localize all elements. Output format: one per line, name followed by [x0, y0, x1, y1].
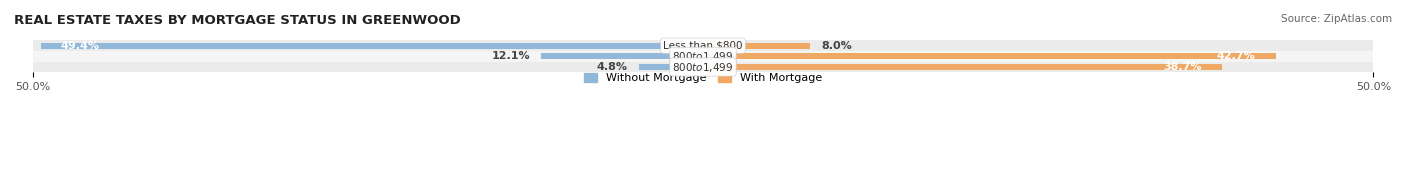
Bar	[703, 43, 810, 49]
Text: 49.4%: 49.4%	[60, 41, 100, 51]
Bar	[541, 53, 703, 59]
Text: 8.0%: 8.0%	[821, 41, 852, 51]
Text: 42.7%: 42.7%	[1216, 51, 1256, 61]
Bar	[32, 40, 1374, 51]
Bar	[703, 53, 1275, 59]
Text: Less than $800: Less than $800	[664, 41, 742, 51]
Bar	[41, 43, 703, 49]
Legend: Without Mortgage, With Mortgage: Without Mortgage, With Mortgage	[579, 69, 827, 88]
Text: 38.7%: 38.7%	[1163, 62, 1202, 72]
Bar	[638, 64, 703, 70]
Text: $800 to $1,499: $800 to $1,499	[672, 50, 734, 63]
Text: $800 to $1,499: $800 to $1,499	[672, 60, 734, 74]
Text: 4.8%: 4.8%	[598, 62, 628, 72]
Text: 12.1%: 12.1%	[492, 51, 530, 61]
Text: Source: ZipAtlas.com: Source: ZipAtlas.com	[1281, 14, 1392, 24]
Bar	[32, 62, 1374, 72]
Bar	[32, 51, 1374, 62]
Text: REAL ESTATE TAXES BY MORTGAGE STATUS IN GREENWOOD: REAL ESTATE TAXES BY MORTGAGE STATUS IN …	[14, 14, 461, 27]
Bar	[703, 64, 1222, 70]
